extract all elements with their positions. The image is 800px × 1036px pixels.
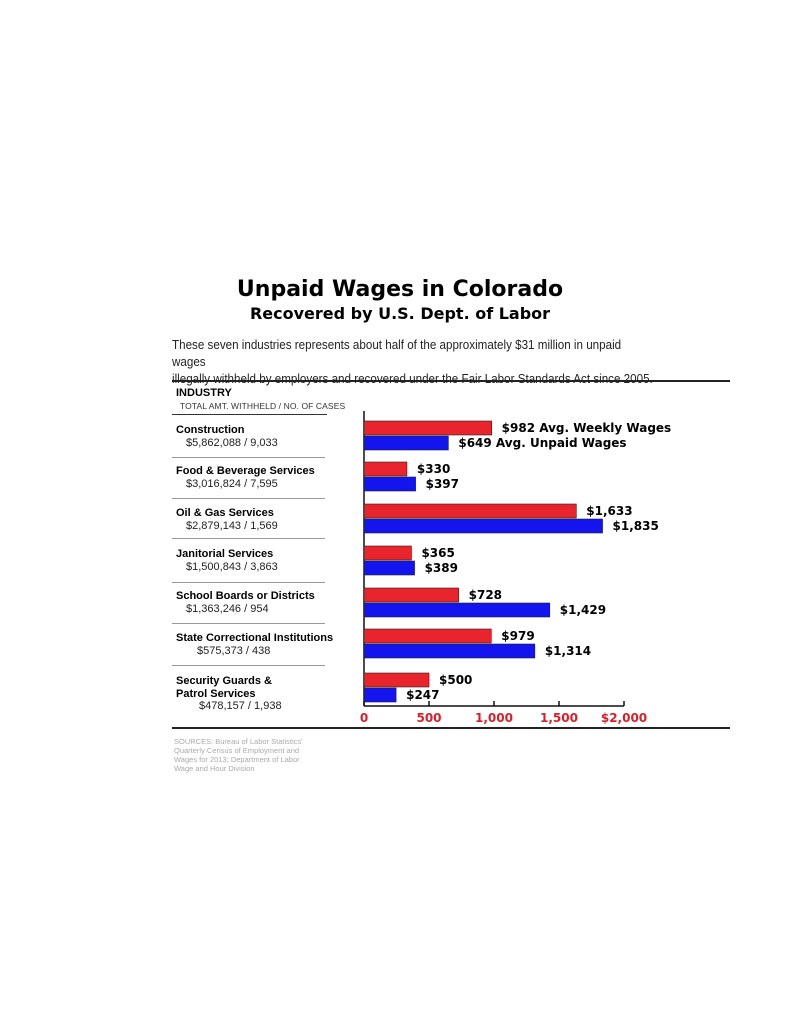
data-label-weekly: $500 [439, 673, 472, 687]
industry-stat-construction: $5,862,088 / 9,033 [186, 437, 278, 449]
bar-unpaid-wages [363, 643, 536, 659]
row-separator [172, 623, 325, 624]
bar-unpaid-wages [363, 687, 397, 703]
bar-weekly-wages [363, 461, 408, 477]
industry-name-food-beverage: Food & Beverage Services [176, 465, 315, 477]
industry-name-state-correctional: State Correctional Institutions [176, 632, 334, 644]
intro-text: These seven industries represents about … [172, 337, 656, 388]
industry-stat-janitorial: $1,500,843 / 3,863 [186, 561, 278, 573]
row-separator [172, 665, 325, 666]
intro-line-2: illegally withheld by employers and reco… [172, 372, 653, 386]
industry-name-security-guards: Security Guards & Patrol Services [176, 675, 356, 701]
x-tick-label: 500 [416, 711, 441, 725]
data-label-unpaid: $389 [425, 561, 458, 575]
data-label-weekly: $365 [421, 546, 454, 560]
source-line: Wages for 2013; Department of Labor [174, 755, 300, 764]
header-underline [172, 414, 327, 415]
industry-name-line-2: Patrol Services [176, 688, 256, 700]
row-separator [172, 498, 325, 499]
data-label-weekly: $1,633 [586, 504, 632, 518]
bar-unpaid-wages [363, 476, 416, 492]
source-line: Wage and Hour Division [174, 764, 255, 773]
x-tick-label: 1,000 [475, 711, 513, 725]
industry-stat-state-correctional: $575,373 / 438 [197, 645, 271, 657]
industry-stat-school-boards: $1,363,246 / 954 [186, 603, 269, 615]
industry-name-line-1: Security Guards & [176, 675, 272, 687]
industry-name-janitorial: Janitorial Services [176, 548, 274, 560]
data-label-unpaid: $1,314 [545, 644, 591, 658]
bar-unpaid-wages [363, 560, 415, 576]
bar-unpaid-wages [363, 602, 551, 618]
row-separator [172, 538, 325, 539]
sources-note: SOURCES: Bureau of Labor Statistics' Qua… [174, 737, 324, 773]
top-rule [172, 380, 730, 382]
bar-weekly-wages [363, 587, 459, 603]
bar-weekly-wages [363, 503, 577, 519]
chart-title: Unpaid Wages in Colorado [236, 277, 564, 302]
industry-stat-security-guards: $478,157 / 1,938 [199, 700, 282, 712]
columns-header: TOTAL AMT. WITHHELD / NO. OF CASES [180, 401, 346, 411]
data-label-unpaid: $1,835 [613, 519, 659, 533]
source-line: SOURCES: Bureau of Labor Statistics' [174, 737, 303, 746]
source-line: Quarterly Census of Employment and [174, 746, 300, 755]
data-label-weekly: $982 Avg. Weekly Wages [502, 421, 672, 435]
row-separator [172, 457, 325, 458]
bar-weekly-wages [363, 420, 492, 436]
x-tick-label: 0 [360, 711, 368, 725]
row-separator [172, 582, 325, 583]
bar-weekly-wages [363, 545, 412, 561]
industry-name-oil-gas: Oil & Gas Services [176, 507, 274, 519]
industry-header: INDUSTRY [176, 387, 232, 399]
industry-name-school-boards: School Boards or Districts [176, 590, 315, 602]
bar-unpaid-wages [363, 518, 603, 534]
bar-weekly-wages [363, 672, 430, 688]
data-label-weekly: $330 [417, 462, 450, 476]
intro-line-1: These seven industries represents about … [172, 338, 622, 369]
x-tick-label: 1,500 [540, 711, 578, 725]
x-tick-label: $2,000 [601, 711, 647, 725]
industry-name-construction: Construction [176, 424, 245, 436]
bar-weekly-wages [363, 628, 492, 644]
chart-subtitle: Recovered by U.S. Dept. of Labor [249, 304, 551, 323]
data-label-unpaid: $1,429 [560, 603, 606, 617]
industry-stat-food-beverage: $3,016,824 / 7,595 [186, 478, 278, 490]
data-label-unpaid: $247 [406, 688, 439, 702]
bar-unpaid-wages [363, 435, 449, 451]
data-label-weekly: $979 [501, 629, 534, 643]
data-label-unpaid: $649 Avg. Unpaid Wages [458, 436, 626, 450]
data-label-weekly: $728 [469, 588, 502, 602]
bottom-rule [172, 727, 730, 729]
industry-stat-oil-gas: $2,879,143 / 1,569 [186, 520, 278, 532]
data-label-unpaid: $397 [426, 477, 459, 491]
